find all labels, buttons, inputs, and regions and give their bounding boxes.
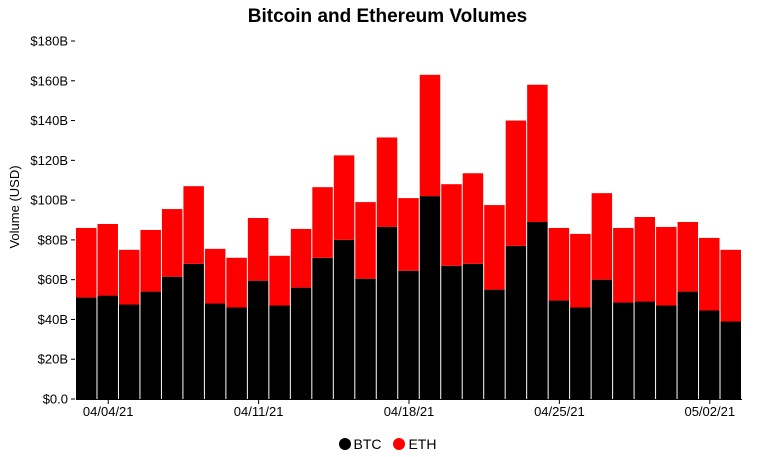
chart-title: Bitcoin and Ethereum Volumes [247,6,528,27]
bar-eth-04/10/21[interactable] [226,257,247,308]
y-tick-label: $100B [30,193,68,208]
bar-eth-04/22/21[interactable] [484,205,505,290]
bar-eth-04/04/21[interactable] [97,223,118,296]
bar-btc-04/05/21[interactable] [118,304,140,399]
y-tick-label: $20B [38,352,68,367]
bar-btc-04/13/21[interactable] [290,287,312,399]
eth-swatch-icon [393,438,406,450]
y-tick-label: $180B [30,34,68,49]
bar-eth-05/03/21[interactable] [720,249,741,322]
x-tick-label: 04/11/21 [234,404,284,419]
bar-eth-04/21/21[interactable] [462,173,484,264]
bar-eth-04/30/21[interactable] [656,226,677,306]
bar-btc-04/08/21[interactable] [183,263,204,399]
y-tick-label: $0.0 [43,392,68,407]
legend-label-btc: BTC [353,436,382,452]
bar-eth-04/29/21[interactable] [634,217,656,302]
bar-eth-04/08/21[interactable] [183,186,204,264]
bar-btc-04/30/21[interactable] [656,305,677,399]
bar-eth-04/27/21[interactable] [591,193,613,280]
y-axis: $0.0 $20B $40B $60B $80B $100B $120B $140B $160B… [30,34,75,407]
bar-eth-04/03/21[interactable] [76,227,97,298]
bar-btc-04/25/21[interactable] [548,300,570,399]
bar-btc-04/14/21[interactable] [312,257,333,399]
btc-swatch-icon [338,438,351,450]
bar-btc-04/06/21[interactable] [140,291,161,399]
bar-eth-04/18/21[interactable] [398,198,419,271]
bar-eth-04/16/21[interactable] [355,202,376,279]
bar-eth-04/09/21[interactable] [204,248,226,304]
legend: BTC ETH [0,436,775,452]
bar-btc-04/27/21[interactable] [591,279,613,399]
bar-btc-05/03/21[interactable] [720,321,741,399]
y-tick-label: $140B [30,113,68,128]
bar-btc-05/02/21[interactable] [699,310,720,399]
bar-eth-04/20/21[interactable] [441,184,462,266]
bar-btc-04/03/21[interactable] [76,297,97,399]
y-tick-label: $40B [38,312,68,327]
bar-eth-04/06/21[interactable] [140,229,161,292]
bar-btc-04/29/21[interactable] [634,301,656,399]
x-axis: 04/04/21 04/11/21 04/18/21 04/25/21 05/02/21 [76,399,742,419]
y-tick-label: $120B [30,153,68,168]
bar-eth-04/19/21[interactable] [419,74,441,197]
bars-group [76,74,741,399]
bar-eth-04/05/21[interactable] [118,249,140,305]
bar-eth-05/01/21[interactable] [677,221,699,292]
bar-eth-04/25/21[interactable] [548,227,570,301]
bar-btc-04/11/21[interactable] [247,280,269,399]
y-tick-label: $160B [30,73,68,88]
bar-eth-04/23/21[interactable] [505,120,527,246]
x-tick-label: 04/04/21 [83,404,134,419]
bar-btc-04/16/21[interactable] [355,278,376,399]
bar-btc-04/28/21[interactable] [613,302,634,399]
legend-label-eth: ETH [408,436,437,452]
y-tick-label: $80B [38,232,68,247]
legend-item-btc[interactable]: BTC [338,436,382,452]
bar-btc-04/18/21[interactable] [398,270,419,399]
bar-eth-04/24/21[interactable] [527,84,548,222]
y-tick-label: $60B [38,272,68,287]
bar-btc-04/04/21[interactable] [97,295,118,399]
bar-btc-04/22/21[interactable] [484,289,505,399]
bar-eth-04/13/21[interactable] [290,228,312,288]
bar-eth-04/07/21[interactable] [161,209,183,277]
bar-btc-04/23/21[interactable] [505,245,527,399]
x-tick-label: 04/18/21 [384,404,435,419]
bar-btc-04/09/21[interactable] [204,303,226,399]
bar-btc-04/10/21[interactable] [226,307,247,399]
bar-btc-04/21/21[interactable] [462,263,484,399]
bar-eth-05/02/21[interactable] [699,237,720,311]
x-tick-label: 04/25/21 [534,404,585,419]
bar-btc-04/07/21[interactable] [161,276,183,399]
x-tick-label: 05/02/21 [684,404,735,419]
bar-btc-04/20/21[interactable] [441,265,462,399]
bar-eth-04/15/21[interactable] [333,155,355,240]
bar-eth-04/11/21[interactable] [247,218,269,281]
bar-btc-05/01/21[interactable] [677,291,699,399]
bar-btc-04/24/21[interactable] [527,221,548,399]
bar-btc-04/26/21[interactable] [570,307,591,399]
bar-eth-04/14/21[interactable] [312,187,333,258]
bar-eth-04/12/21[interactable] [269,255,290,306]
bar-btc-04/19/21[interactable] [419,196,441,399]
bar-eth-04/26/21[interactable] [570,233,591,308]
bar-eth-04/17/21[interactable] [376,137,398,227]
y-axis-title: Volume (USD) [7,165,22,248]
bar-btc-04/17/21[interactable] [376,226,398,399]
bar-btc-04/12/21[interactable] [269,305,290,399]
legend-item-eth[interactable]: ETH [393,436,436,452]
bar-btc-04/15/21[interactable] [333,239,355,399]
bar-eth-04/28/21[interactable] [613,227,634,303]
